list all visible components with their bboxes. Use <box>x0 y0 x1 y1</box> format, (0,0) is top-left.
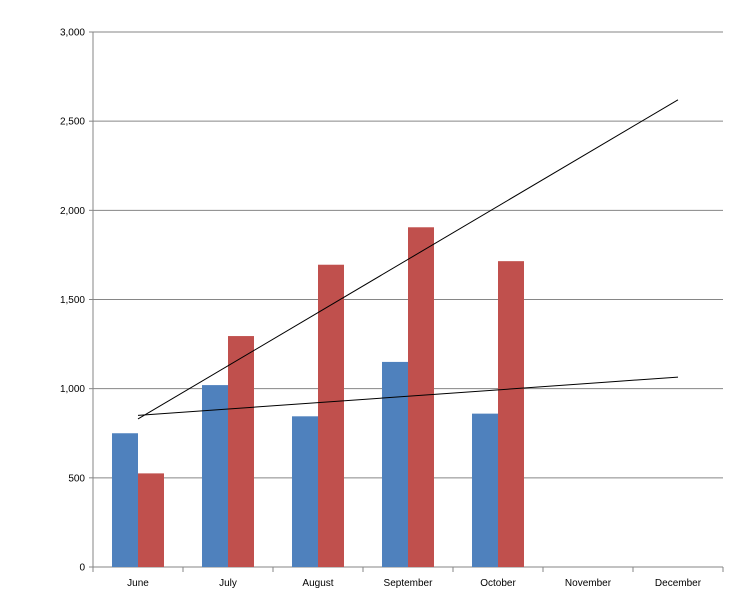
y-tick-label: 2,000 <box>60 206 85 217</box>
y-tick-label: 0 <box>79 563 85 574</box>
bar-series-1 <box>112 433 138 567</box>
x-tick-label: June <box>127 578 149 589</box>
bar-series-2 <box>498 261 524 567</box>
x-tick-label: July <box>219 578 237 589</box>
bar-series-2 <box>318 264 344 567</box>
y-tick-label: 3,000 <box>60 28 85 39</box>
y-tick-label: 1,500 <box>60 295 85 306</box>
y-tick-label: 1,000 <box>60 384 85 395</box>
trendline-2 <box>137 376 679 416</box>
trendline-1 <box>137 99 679 420</box>
y-tick-label: 500 <box>68 473 85 484</box>
bar-series-1 <box>472 413 498 567</box>
bar-series-2 <box>408 227 434 567</box>
x-tick-label: August <box>302 578 333 589</box>
bar-series-1 <box>202 385 228 567</box>
bar-series-1 <box>382 361 408 567</box>
bar-series-1 <box>292 416 318 567</box>
y-tick-label: 2,500 <box>60 117 85 128</box>
bar-series-2 <box>228 336 254 567</box>
x-tick-label: November <box>565 578 612 589</box>
x-tick-label: December <box>655 578 702 589</box>
x-tick-label: October <box>480 578 516 589</box>
x-tick-label: September <box>384 578 434 589</box>
bar-series-2 <box>138 473 164 567</box>
